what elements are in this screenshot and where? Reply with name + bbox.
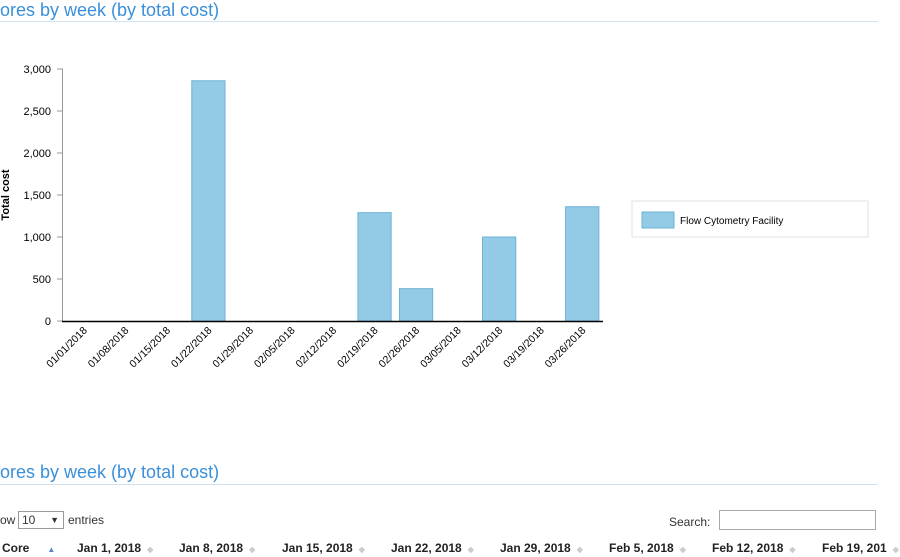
column-header[interactable]: Jan 29, 2018 ◆	[500, 541, 583, 555]
page-length-value: 10	[22, 513, 36, 527]
column-title: Jan 15, 2018	[282, 541, 353, 555]
search-label: Search:	[669, 515, 711, 529]
column-header[interactable]: Feb 12, 2018 ◆	[712, 541, 796, 555]
x-tick-label: 01/29/2018	[210, 325, 256, 371]
x-tick-label: 02/05/2018	[252, 325, 298, 371]
x-tick-label: 03/05/2018	[418, 325, 464, 371]
column-title: Jan 1, 2018	[77, 541, 142, 555]
y-tick-label: 3,000	[23, 64, 51, 76]
sort-icon: ◆	[576, 545, 583, 554]
column-title: Feb 5, 2018	[609, 541, 674, 555]
bar	[398, 288, 434, 322]
sort-icon: ◆	[467, 545, 474, 554]
x-tick-label: 01/15/2018	[127, 325, 173, 371]
x-tick-label: 01/08/2018	[86, 325, 132, 371]
x-tick-label: 02/26/2018	[377, 325, 423, 371]
sort-icon: ◆	[679, 545, 686, 554]
x-tick-label: 01/22/2018	[169, 325, 215, 371]
y-tick-label: 2,000	[23, 148, 51, 160]
page-length-select[interactable]: 10 ▼	[18, 511, 64, 529]
column-title: Feb 12, 2018	[712, 541, 784, 555]
column-header[interactable]: Feb 19, 201 ◆	[822, 541, 899, 555]
search-input[interactable]	[719, 510, 876, 530]
legend	[631, 200, 869, 238]
legend-swatch	[641, 211, 675, 229]
column-header[interactable]: Feb 5, 2018 ◆	[609, 541, 686, 555]
y-tick-label: 2,500	[23, 106, 51, 118]
entries-label: entries	[68, 513, 105, 527]
column-header[interactable]: Jan 1, 2018 ◆	[77, 541, 153, 555]
y-tick-label: 1,500	[23, 190, 51, 202]
legend-label: Flow Cytometry Facility	[680, 216, 783, 227]
sort-icon: ◆	[789, 545, 796, 554]
x-tick-label: 02/19/2018	[335, 325, 381, 371]
section-title: ores by week (by total cost)	[0, 462, 219, 482]
y-tick-label: 500	[33, 274, 51, 286]
x-tick-label: 03/26/2018	[543, 325, 589, 371]
sort-icon: ▲	[47, 545, 56, 554]
sort-icon: ◆	[147, 545, 154, 554]
column-title: Jan 8, 2018	[179, 541, 244, 555]
column-title: Jan 29, 2018	[500, 541, 571, 555]
sort-icon: ◆	[892, 545, 899, 554]
column-header[interactable]: Jan 15, 2018 ◆	[282, 541, 365, 555]
y-tick-label: 0	[45, 316, 51, 328]
bar	[565, 206, 600, 322]
bar	[357, 212, 392, 322]
bar	[482, 236, 517, 322]
x-tick-label: 02/12/2018	[293, 325, 339, 371]
column-header[interactable]: Jan 22, 2018 ◆	[391, 541, 474, 555]
sort-icon: ◆	[358, 545, 365, 554]
column-title: Jan 22, 2018	[391, 541, 462, 555]
column-title: Core	[2, 541, 30, 555]
column-header[interactable]: Jan 8, 2018 ◆	[179, 541, 255, 555]
sort-icon: ◆	[249, 545, 256, 554]
y-tick-label: 1,000	[23, 232, 51, 244]
x-tick-label: 03/12/2018	[460, 325, 506, 371]
y-axis-label: Total cost	[0, 169, 12, 220]
column-header[interactable]: Core ▲	[2, 541, 55, 555]
section-title: ores by week (by total cost)	[0, 0, 219, 20]
x-tick-label: 03/19/2018	[501, 325, 547, 371]
show-label: ow	[0, 513, 16, 527]
column-title: Feb 19, 201	[822, 541, 887, 555]
bar	[191, 80, 226, 322]
x-tick-label: 01/01/2018	[44, 325, 90, 371]
